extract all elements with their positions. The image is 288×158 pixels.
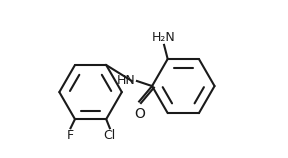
Text: O: O: [134, 107, 145, 121]
Text: H₂N: H₂N: [152, 31, 175, 44]
Text: F: F: [66, 129, 73, 142]
Text: Cl: Cl: [104, 129, 116, 142]
Text: HN: HN: [117, 73, 136, 87]
